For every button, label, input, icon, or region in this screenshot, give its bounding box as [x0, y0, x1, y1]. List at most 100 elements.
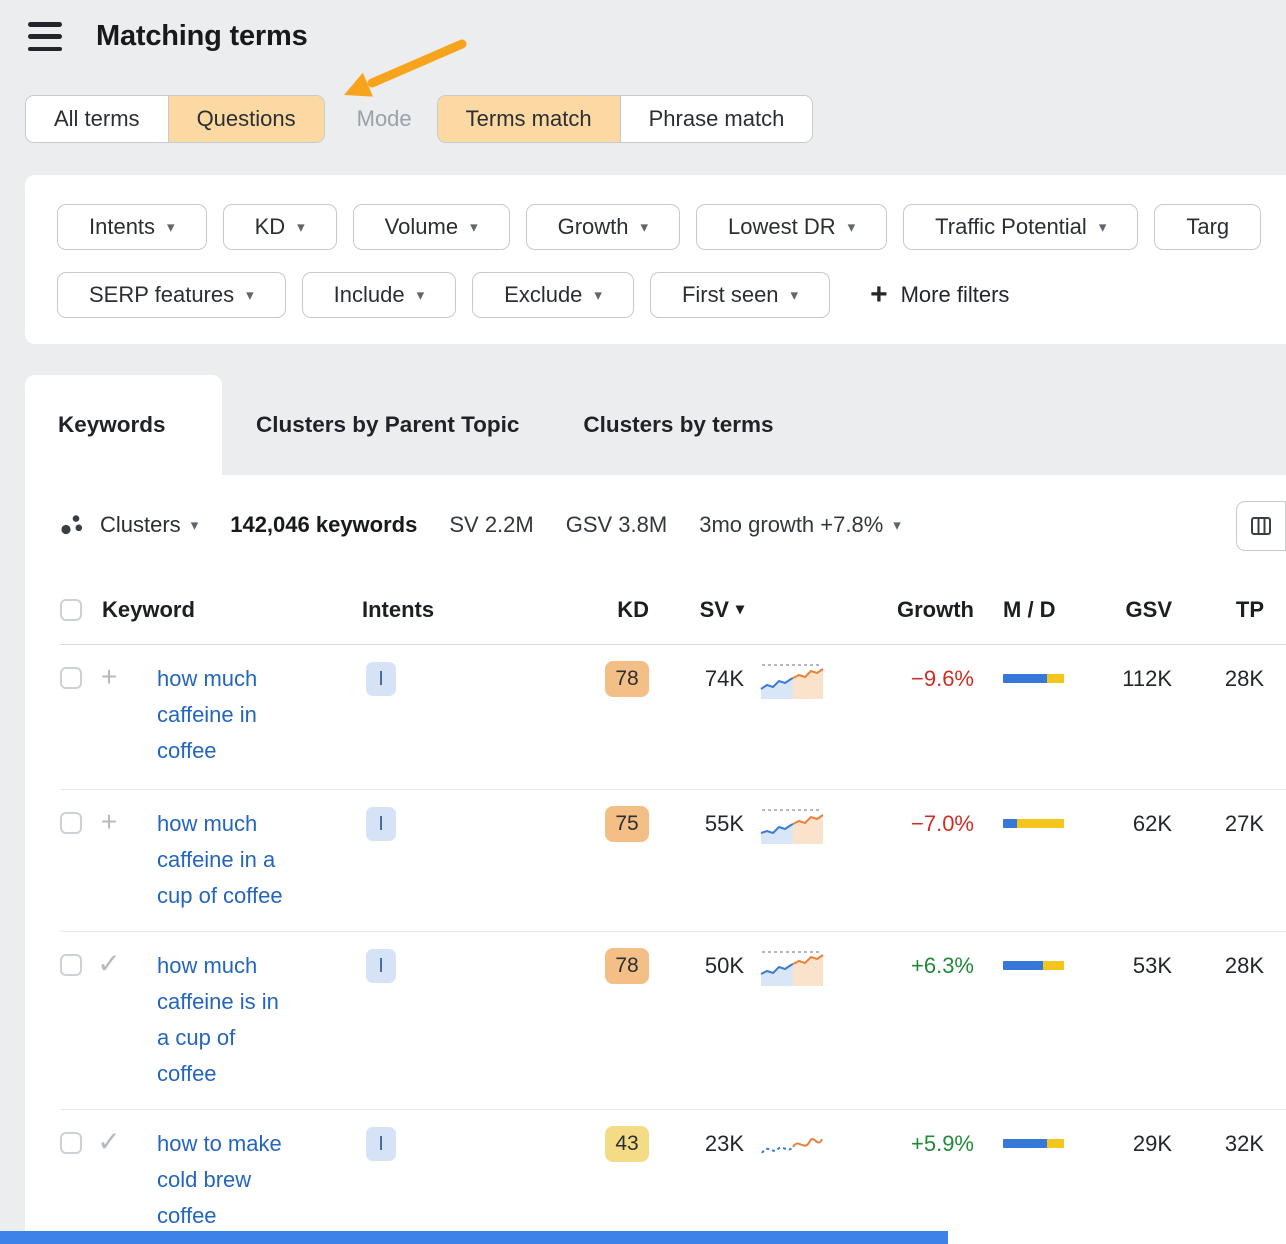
desktop-share-segment	[1017, 819, 1065, 828]
tp-value: 28K	[1224, 953, 1264, 978]
keyword-link[interactable]: how much caffeine in a cup of coffee	[157, 811, 283, 908]
growth-value: +5.9%	[911, 1131, 974, 1156]
header-gsv[interactable]: GSV	[1125, 597, 1172, 622]
filter-include-button[interactable]: Include ▾	[301, 272, 457, 318]
more-filters-button[interactable]: + More filters	[870, 280, 1009, 310]
kd-badge: 43	[605, 1126, 649, 1162]
filter-kd-button[interactable]: KD ▾	[222, 204, 337, 250]
chevron-down-icon: ▾	[470, 218, 478, 236]
expand-plus-icon[interactable]: +	[100, 661, 118, 692]
filter-lowest-dr-button[interactable]: Lowest DR ▾	[696, 204, 888, 250]
filter-growth-button[interactable]: Growth ▾	[525, 204, 681, 250]
filter-target-button[interactable]: Targ	[1154, 204, 1262, 250]
filter-label: Growth	[557, 214, 629, 239]
header-sv[interactable]: SV ▾	[649, 597, 744, 623]
filter-intents-button[interactable]: Intents ▾	[57, 204, 207, 250]
filter-label: Lowest DR	[728, 214, 836, 239]
hamburger-menu-icon[interactable]	[28, 22, 62, 51]
filter-label: First seen	[681, 282, 779, 307]
desktop-share-segment	[1047, 1139, 1065, 1148]
tab-clusters-by-terms[interactable]: Clusters by terms	[583, 412, 774, 437]
phrase-match-button[interactable]: Phrase match	[619, 96, 813, 142]
bottom-bar	[0, 1231, 948, 1244]
search-volume-value: 50K	[704, 953, 744, 978]
filter-label: Traffic Potential	[935, 214, 1087, 239]
clusters-dropdown[interactable]: Clusters ▾	[100, 512, 198, 538]
header-tp[interactable]: TP	[1235, 597, 1264, 622]
more-filters-label: More filters	[900, 282, 1010, 307]
gsv-total: GSV 3.8M	[565, 512, 668, 537]
keyword-link[interactable]: how much caffeine in coffee	[157, 666, 258, 763]
chevron-down-icon: ▾	[416, 286, 425, 304]
mobile-share-segment	[1003, 819, 1018, 828]
filter-exclude-button[interactable]: Exclude ▾	[472, 272, 634, 318]
header-intents[interactable]: Intents	[362, 597, 435, 622]
filter-label: Include	[333, 282, 405, 307]
filter-label: Exclude	[504, 282, 583, 307]
tp-value: 32K	[1224, 1131, 1264, 1156]
tp-value: 27K	[1224, 811, 1264, 836]
search-volume-value: 23K	[704, 1131, 744, 1156]
keyword-link[interactable]: how to make cold brew coffee	[157, 1131, 282, 1228]
growth-summary-dropdown[interactable]: 3mo growth +7.8% ▾	[699, 512, 901, 538]
row-checkbox[interactable]	[60, 667, 82, 689]
header-growth[interactable]: Growth	[897, 597, 974, 622]
added-check-icon[interactable]: ✓	[97, 1126, 121, 1157]
keywords-count: 142,046 keywords	[230, 512, 418, 537]
header-keyword[interactable]: Keyword	[102, 597, 195, 622]
added-check-icon[interactable]: ✓	[97, 948, 121, 979]
filter-label: SERP features	[89, 282, 235, 307]
column-settings-button[interactable]	[1236, 501, 1286, 551]
plus-icon: +	[870, 278, 888, 311]
kd-badge: 78	[605, 661, 649, 697]
report-tabs: Keywords Clusters by Parent Topic Cluste…	[25, 375, 773, 475]
row-checkbox[interactable]	[60, 812, 82, 834]
trend-sparkline	[761, 1138, 823, 1154]
chevron-down-icon: ▾	[847, 218, 856, 236]
table-row: + how much caffeine in coffee I 78 74K −…	[25, 645, 1286, 790]
kd-badge: 78	[605, 948, 649, 984]
filter-first-seen-button[interactable]: First seen ▾	[649, 272, 831, 318]
growth-value: +6.3%	[911, 953, 974, 978]
tab-clusters-by-parent-topic[interactable]: Clusters by Parent Topic	[256, 412, 520, 437]
row-checkbox[interactable]	[60, 1132, 82, 1154]
row-checkbox[interactable]	[60, 954, 82, 976]
expand-plus-icon[interactable]: +	[100, 806, 118, 837]
trend-sparkline	[760, 809, 824, 844]
chevron-down-icon: ▾	[167, 218, 175, 236]
tab-keywords[interactable]: Keywords	[25, 375, 222, 475]
sv-total: SV 2.2M	[449, 512, 534, 537]
mobile-share-segment	[1003, 961, 1044, 970]
clusters-icon	[60, 514, 86, 536]
header-mobile-desktop[interactable]: M / D	[1003, 597, 1056, 622]
chevron-down-icon: ▾	[190, 516, 199, 534]
chevron-down-icon: ▾	[246, 286, 254, 304]
filter-label: KD	[254, 214, 286, 239]
filter-serp-features-button[interactable]: SERP features ▾	[57, 272, 286, 318]
filter-label: Intents	[89, 214, 156, 239]
sort-descending-icon: ▾	[735, 601, 744, 618]
filter-volume-button[interactable]: Volume ▾	[352, 204, 510, 250]
kd-badge: 75	[605, 806, 649, 842]
chevron-down-icon: ▾	[1098, 218, 1107, 236]
terms-match-button[interactable]: Terms match	[437, 96, 620, 142]
search-volume-value: 74K	[704, 666, 744, 691]
all-terms-button[interactable]: All terms	[26, 96, 168, 142]
filter-label: Volume	[384, 214, 459, 239]
gsv-value: 62K	[1132, 811, 1172, 836]
keywords-content-panel: Clusters ▾ 142,046 keywords SV 2.2M GSV …	[25, 475, 1286, 1244]
mode-label: Mode	[356, 106, 412, 131]
chevron-down-icon: ▾	[297, 218, 305, 236]
filter-traffic-potential-button[interactable]: Traffic Potential ▾	[903, 204, 1139, 250]
search-volume-value: 55K	[704, 811, 744, 836]
header-kd[interactable]: KD	[617, 597, 649, 622]
filters-row-2: SERP features ▾ Include ▾ Exclude ▾ Firs…	[57, 272, 1286, 318]
select-all-checkbox[interactable]	[60, 599, 82, 621]
desktop-share-segment	[1043, 961, 1065, 970]
keyword-link[interactable]: how much caffeine is in a cup of coffee	[157, 953, 279, 1086]
match-toggle-group: Terms match Phrase match	[436, 95, 814, 143]
table-toolbar: Clusters ▾ 142,046 keywords SV 2.2M GSV …	[25, 475, 1286, 575]
questions-button[interactable]: Questions	[167, 96, 324, 142]
filters-row-1: Intents ▾ KD ▾ Volume ▾ Growth ▾ Lowest …	[57, 204, 1286, 250]
